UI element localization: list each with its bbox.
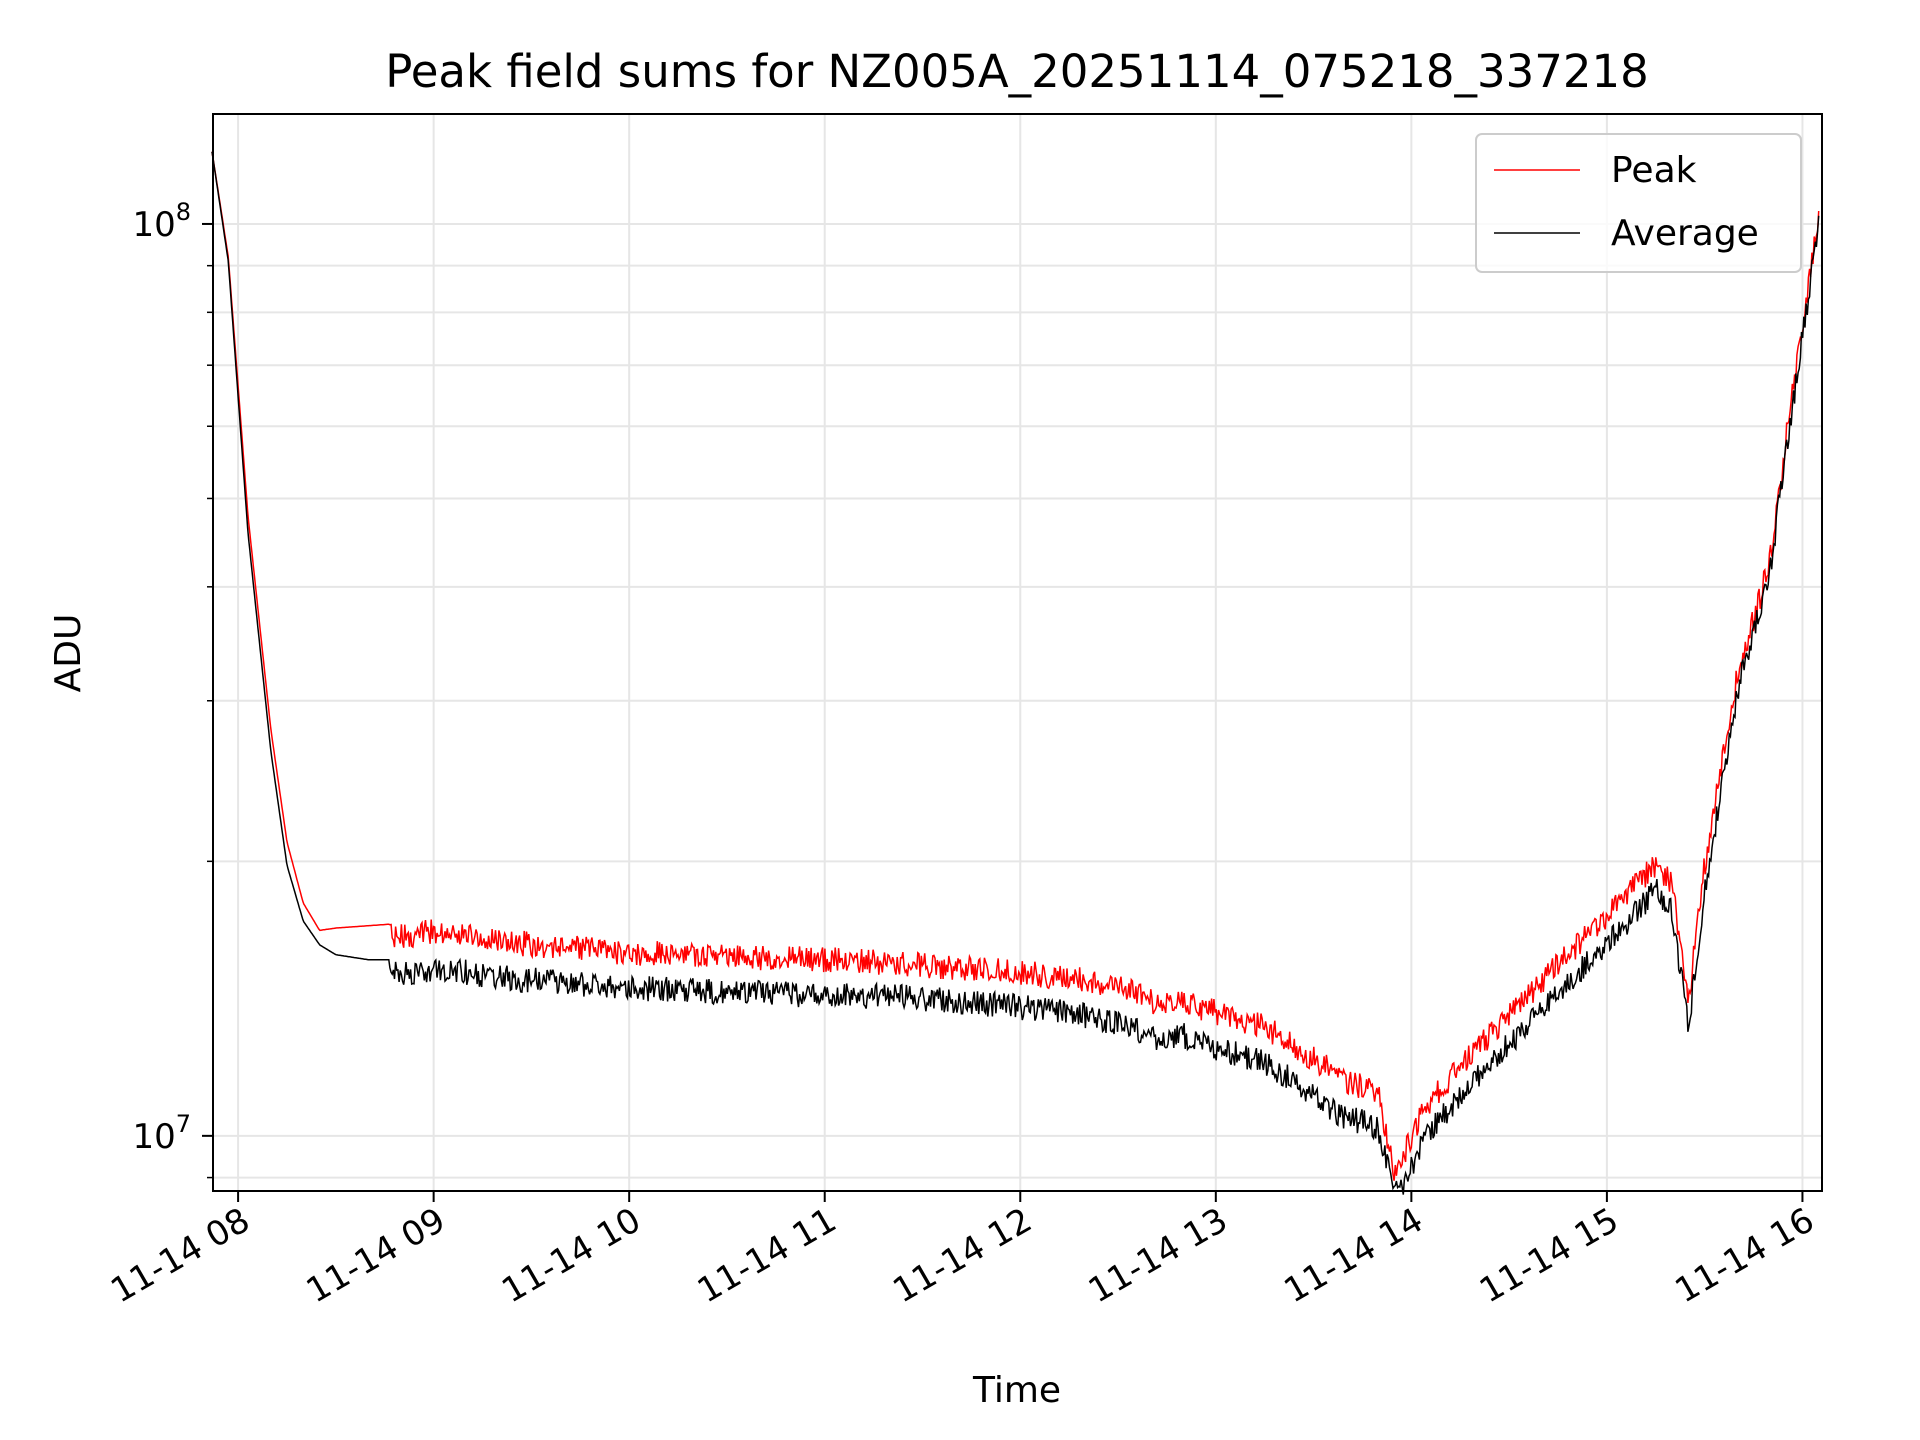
x-axis-label: Time	[972, 1370, 1061, 1411]
series-line-peak	[211, 151, 1820, 1181]
chart-title: Peak field sums for NZ005A_20251114_0752…	[385, 45, 1649, 98]
legend-box	[1475, 133, 1802, 273]
legend: Peak Average	[1475, 133, 1802, 273]
legend-label-average: Average	[1611, 213, 1759, 254]
series-line-average	[211, 151, 1820, 1195]
legend-label-peak: Peak	[1611, 150, 1697, 191]
y-axis-ticks: 107 108	[132, 198, 213, 1179]
y-axis-label: ADU	[48, 614, 89, 693]
plot-frame	[212, 113, 1823, 1192]
y-tick-label: 107	[132, 1110, 191, 1157]
y-tick-label: 108	[132, 198, 191, 245]
series-layer	[211, 151, 1820, 1195]
